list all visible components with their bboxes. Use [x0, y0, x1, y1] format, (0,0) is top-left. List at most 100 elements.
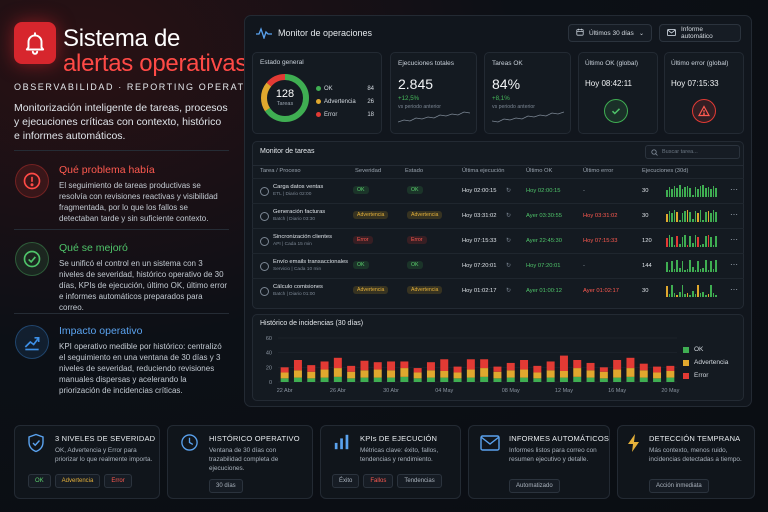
bar-ok-27: [626, 376, 635, 382]
kpi-note: vs periodo anterior: [492, 104, 535, 110]
badge-label: OK: [411, 187, 419, 193]
task-name: Sincronización clientes: [273, 234, 332, 240]
bar-advertencia-29: [653, 372, 662, 379]
bar-error-4: [320, 361, 329, 370]
pulse-icon: [256, 27, 272, 39]
mini-bar: [689, 236, 691, 247]
mini-bar: [666, 238, 668, 247]
last-error: Hoy 07:15:33: [583, 238, 618, 244]
bar-advertencia-17: [493, 371, 502, 379]
task-search-input[interactable]: Buscar tarea...: [645, 145, 740, 159]
mini-bar: [710, 261, 712, 272]
badge-label: Error: [411, 237, 423, 243]
more-options-icon[interactable]: ⋯: [730, 210, 738, 219]
mini-bar: [702, 185, 704, 197]
mini-bar: [712, 210, 715, 222]
date-range-label: Últimos 30 días: [589, 29, 634, 37]
runs-mini-chart: [666, 210, 717, 222]
col-header-severity: Severidad: [355, 168, 382, 174]
gear-icon: [260, 187, 269, 196]
chip-failures: Fallos: [363, 474, 394, 488]
kpi-value: 84%: [492, 76, 521, 92]
bar-advertencia-13: [440, 371, 449, 378]
table-row[interactable]: Sincronización clientes API | Cada 15 min…: [252, 228, 744, 253]
more-options-icon[interactable]: ⋯: [730, 185, 738, 194]
bar-error-10: [400, 361, 409, 369]
mini-bar: [681, 285, 684, 297]
last-exec: Hoy 07:15:33: [462, 238, 497, 244]
mini-bar: [684, 294, 686, 297]
status-badge: Error: [407, 236, 427, 244]
mini-bar: [678, 220, 681, 222]
bar-ok-5: [333, 376, 342, 382]
more-options-icon[interactable]: ⋯: [730, 285, 738, 294]
mini-bar: [707, 235, 710, 247]
bar-advertencia-20: [533, 372, 542, 379]
runs-mini-chart: [666, 235, 717, 247]
dashboard-title: Monitor de operaciones: [278, 28, 373, 38]
bar-advertencia-23: [573, 368, 582, 377]
bar-error-8: [373, 362, 382, 370]
feature-text: OK, Advertencia y Error para priorizar l…: [55, 447, 153, 463]
table-row[interactable]: Envío emails transaccionales Servicio | C…: [252, 253, 744, 278]
mini-bar: [707, 270, 710, 272]
legend-swatch: [683, 372, 689, 379]
feature-title: KPIs DE EJECUCIÓN: [360, 434, 438, 443]
calendar-icon: [576, 28, 584, 38]
mini-bar: [673, 210, 676, 222]
error-dot: [316, 112, 321, 117]
feature-text: Informes listos para correo con resumen …: [509, 447, 597, 463]
bar-ok-14: [453, 378, 462, 382]
kpi-delta: +12,5%: [398, 95, 420, 102]
last-error: -: [583, 188, 585, 194]
bar-advertencia-18: [506, 370, 515, 378]
table-row[interactable]: Carga datos ventas ETL | Diario 02:00 OK OK…: [252, 178, 744, 203]
task-schedule: Batch | Diario 03:30: [273, 217, 316, 222]
mini-bar: [668, 187, 671, 197]
mini-bar: [684, 270, 686, 272]
bar-advertencia-7: [360, 370, 369, 378]
section-title-impact: Impacto operativo: [59, 325, 143, 337]
bar-advertencia-11: [413, 372, 422, 379]
incident-chart-card: [252, 314, 744, 401]
runs-count: 144: [642, 263, 652, 269]
date-range-dropdown[interactable]: Últimos 30 días ⌄: [568, 24, 652, 42]
bar-advertencia-27: [626, 368, 635, 377]
mini-bar: [673, 245, 676, 247]
bar-ok-1: [280, 378, 289, 382]
severity-badge: Advertencia: [353, 211, 389, 219]
x-tick-label: 22 Abr: [277, 388, 293, 394]
mini-bar: [699, 269, 702, 272]
mini-bar: [697, 285, 699, 297]
bar-advertencia-10: [400, 368, 409, 377]
check-circle-icon: [15, 242, 49, 276]
mini-bar: [715, 260, 717, 272]
mini-bar: [684, 187, 686, 197]
feature-text: Métricas clave: éxito, fallos, tendencia…: [360, 447, 439, 463]
feature-title: 3 NIVELES DE SEVERIDAD: [55, 434, 156, 443]
warning-triangle-icon: [692, 99, 716, 123]
ok-dot: [316, 86, 321, 91]
refresh-icon: ↻: [506, 238, 512, 244]
kpi-value: 2.845: [398, 76, 434, 92]
severity-badge: Error: [353, 236, 373, 244]
mini-bar: [699, 210, 702, 222]
refresh-icon: ↻: [506, 288, 512, 294]
mini-bar: [668, 270, 671, 272]
report-button-label: Informe automático: [681, 26, 713, 40]
chart-title: Histórico de incidencias (30 días): [260, 320, 364, 327]
mini-bar: [666, 286, 668, 297]
report-button[interactable]: Informe automático: [659, 24, 741, 42]
more-options-icon[interactable]: ⋯: [730, 260, 738, 269]
more-options-icon[interactable]: ⋯: [730, 235, 738, 244]
chip-success: Éxito: [332, 474, 360, 488]
x-tick-label: 26 Abr: [330, 388, 346, 394]
last-exec: Hoy 03:31:02: [462, 213, 497, 219]
table-row[interactable]: Generación facturas Batch | Diario 03:30 A…: [252, 203, 744, 228]
table-row[interactable]: Cálculo comisiones Batch | Diario 01:00 Ad…: [252, 278, 744, 303]
mini-bar: [694, 211, 697, 222]
legend-label: Error: [694, 372, 709, 379]
status-badge: OK: [407, 261, 423, 269]
mini-bar: [694, 187, 697, 197]
last-ok: Ayer 22:45:30: [526, 238, 562, 244]
